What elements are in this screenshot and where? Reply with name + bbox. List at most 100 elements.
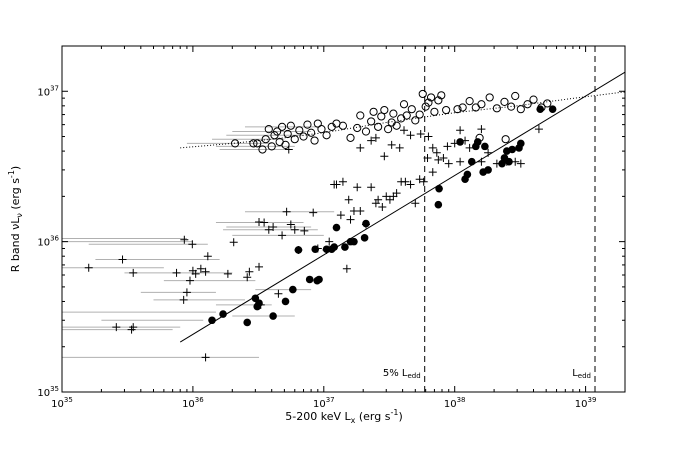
- open-circle-point: [516, 105, 525, 114]
- plus-point: [353, 183, 362, 192]
- eddington-line-label: Ledd: [572, 368, 591, 380]
- plus-point: [344, 195, 353, 204]
- filled-circle-point: [548, 105, 557, 113]
- eddington-label-main: L: [572, 368, 578, 379]
- x-tick-base: 10: [313, 399, 326, 410]
- filled-circle-point: [243, 318, 252, 327]
- plus-point: [229, 238, 238, 247]
- plus-point: [243, 273, 252, 282]
- plus-point: [269, 223, 278, 232]
- plus-point: [196, 264, 205, 273]
- filled-circle-point: [434, 200, 443, 209]
- plus-point: [443, 142, 452, 151]
- x-tick-base: 10: [182, 399, 195, 410]
- filled-circle-point: [305, 275, 314, 284]
- plus-point: [534, 125, 543, 134]
- open-circle-point: [458, 103, 467, 112]
- plus-point: [477, 125, 486, 134]
- plus-point: [286, 220, 295, 229]
- open-circle-point: [230, 139, 240, 148]
- plus-point: [461, 136, 470, 145]
- dotted-model-curve: [180, 91, 625, 149]
- plus-point: [484, 148, 493, 157]
- plus-point: [450, 139, 459, 148]
- filled-circle-point: [219, 310, 227, 318]
- open-circle-point: [392, 121, 401, 130]
- plus-point: [182, 288, 191, 297]
- x-tick-exponent: 36: [195, 396, 204, 404]
- axis-label-part: ν: [15, 213, 24, 218]
- data-points: [84, 89, 557, 362]
- plus-point: [255, 218, 264, 227]
- open-circle-point: [399, 100, 409, 109]
- plus-point: [389, 192, 398, 201]
- filled-circle-point: [467, 157, 476, 166]
- axis-label-part: ): [9, 166, 22, 170]
- filled-circle-point: [508, 145, 517, 154]
- open-circle-point: [277, 122, 287, 131]
- axis-label-part: R band νL: [9, 217, 22, 272]
- plus-point: [129, 323, 138, 332]
- fit-lines: [179, 71, 625, 343]
- open-circle-point: [310, 136, 319, 145]
- open-circle-point: [249, 139, 258, 148]
- plus-point: [346, 215, 355, 224]
- open-circle-point: [415, 110, 424, 119]
- open-circle-point: [290, 135, 299, 144]
- x-tick-base: 10: [51, 399, 64, 410]
- open-circle-point: [424, 98, 433, 107]
- open-circle-point: [500, 97, 509, 106]
- open-circle-point: [465, 97, 474, 106]
- open-circle-point: [492, 104, 501, 113]
- filled-circle-point: [456, 138, 464, 146]
- axis-label-part: 5-200 keV L: [285, 410, 351, 423]
- x-tick-exponent: 37: [326, 396, 335, 404]
- x-tick-label: 1036: [182, 396, 204, 410]
- plus-point: [456, 157, 465, 166]
- plus-point: [274, 289, 283, 298]
- plus-point: [278, 231, 287, 240]
- plus-point: [371, 199, 380, 208]
- plus-point: [294, 245, 303, 254]
- plus-point: [406, 180, 415, 189]
- plus-point: [338, 177, 347, 186]
- eddington-label-sub: edd: [407, 372, 420, 380]
- filled-circle-point: [332, 223, 341, 232]
- y-tick-label: 1035: [37, 385, 59, 399]
- plus-point: [356, 206, 365, 215]
- open-circle-point: [453, 105, 462, 114]
- axis-label-part: ): [398, 410, 402, 423]
- x-tick-exponent: 38: [457, 396, 466, 404]
- plus-point: [245, 267, 254, 276]
- filled-circle-point: [289, 285, 297, 294]
- open-circle-point: [430, 107, 439, 116]
- plus-point: [223, 269, 232, 278]
- plus-point: [201, 267, 210, 276]
- plus-point: [201, 353, 210, 362]
- plus-point: [456, 126, 465, 135]
- open-circle-point: [477, 100, 486, 109]
- plus-point: [367, 183, 376, 192]
- axis-label-part: -1: [390, 408, 398, 417]
- y-tick-exponent: 35: [50, 385, 59, 393]
- plus-point: [361, 220, 370, 229]
- plus-point: [255, 262, 264, 271]
- plus-point: [444, 159, 453, 168]
- plus-point: [336, 211, 345, 220]
- plus-point: [411, 199, 420, 208]
- filled-circle-point: [473, 138, 482, 146]
- axis-label-part: x: [351, 416, 356, 425]
- open-circle-point: [402, 111, 411, 120]
- plot-frame: [61, 45, 626, 393]
- plus-point: [434, 155, 443, 164]
- open-circle-point: [281, 140, 290, 149]
- open-circle-point: [407, 105, 416, 114]
- filled-circle-point: [315, 275, 323, 284]
- open-circle-point: [437, 91, 446, 100]
- plus-point: [511, 157, 520, 166]
- plus-point: [380, 152, 389, 161]
- plus-point: [264, 225, 273, 234]
- x-tick-label: 1035: [51, 396, 73, 410]
